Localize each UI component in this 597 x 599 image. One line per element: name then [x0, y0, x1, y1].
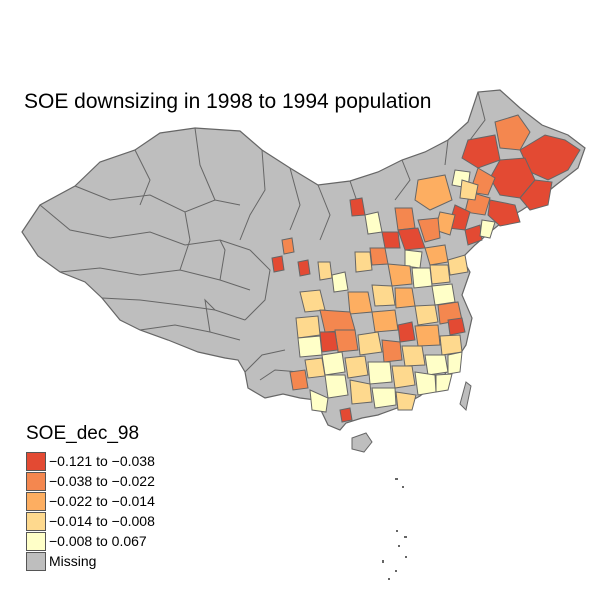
hainan-island — [351, 432, 373, 453]
legend: SOE_dec_98 −0.121 to −0.038 −0.038 to −0… — [26, 423, 155, 571]
central-regions — [295, 283, 466, 376]
legend-swatch — [26, 471, 46, 491]
legend-swatch — [26, 451, 46, 471]
legend-item: −0.014 to −0.008 — [26, 511, 155, 531]
legend-label: −0.022 to −0.014 — [49, 493, 155, 509]
legend-label: −0.038 to −0.022 — [49, 473, 155, 489]
map-title: SOE downsizing in 1998 to 1994 populatio… — [24, 90, 432, 113]
legend-label: −0.121 to −0.038 — [49, 453, 155, 469]
legend-swatch — [26, 511, 46, 531]
legend-swatch — [26, 491, 46, 511]
legend-item: −0.008 to 0.067 — [26, 531, 155, 551]
legend-label: −0.008 to 0.067 — [49, 533, 147, 549]
legend-title: SOE_dec_98 — [26, 423, 140, 444]
north-regions — [271, 174, 479, 293]
legend-item: −0.121 to −0.038 — [26, 451, 155, 471]
south-regions — [289, 351, 453, 423]
taiwan-island — [459, 381, 472, 412]
legend-swatch — [26, 531, 46, 551]
legend-item: −0.038 to −0.022 — [26, 471, 155, 491]
legend-label: Missing — [49, 553, 97, 569]
legend-swatch — [26, 551, 46, 571]
region-borders — [39, 91, 486, 381]
legend-label: −0.014 to −0.008 — [49, 513, 155, 529]
south-sea-islands — [382, 478, 407, 580]
northeast-regions — [434, 114, 581, 246]
legend-item: Missing — [26, 551, 155, 571]
legend-item: −0.022 to −0.014 — [26, 491, 155, 511]
